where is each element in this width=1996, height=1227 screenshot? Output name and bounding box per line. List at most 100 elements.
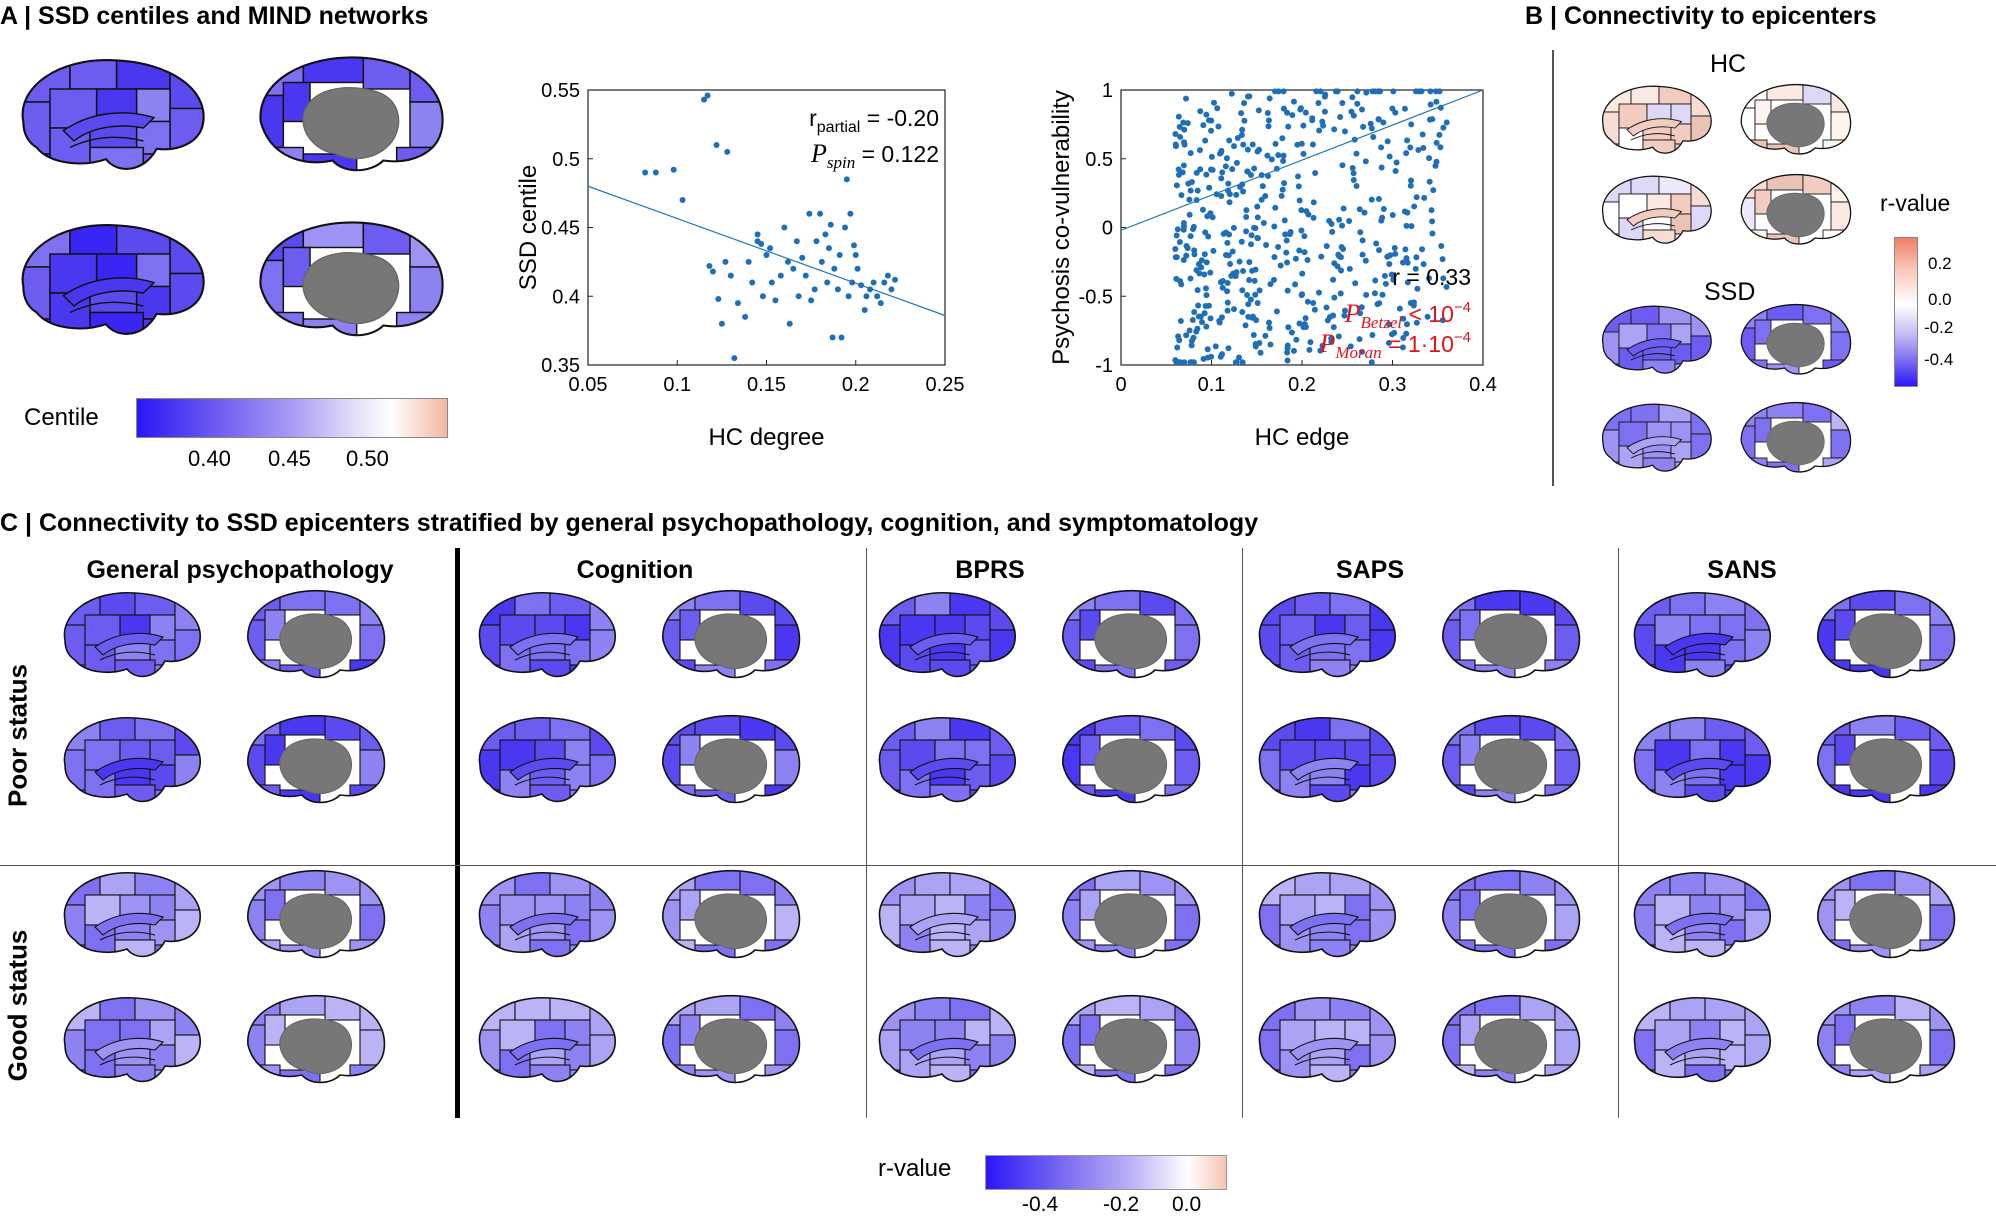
panel-b-title: B | Connectivity to epicenters	[1525, 2, 1877, 30]
scatter1-ytick: 0.55	[541, 80, 580, 102]
scatter1-point	[722, 258, 729, 265]
scatter2-point	[1190, 359, 1197, 366]
scatter2-point	[1403, 321, 1410, 328]
scatter2-point	[1331, 294, 1338, 301]
scatter1-point	[642, 169, 649, 176]
scatter2-point	[1404, 279, 1411, 286]
scatter2-point	[1427, 88, 1434, 95]
scatter2-point	[1208, 127, 1215, 134]
scatter2-point	[1224, 307, 1231, 314]
scatter2-point	[1266, 324, 1273, 331]
scatter2-point	[1373, 240, 1380, 247]
scatter2-point	[1304, 298, 1311, 305]
scatter1-ytick: 0.35	[541, 355, 580, 377]
scatter2-point	[1238, 238, 1245, 245]
scatter2-point	[1298, 207, 1305, 214]
scatter2-point	[1288, 329, 1295, 336]
scatter2-point	[1237, 183, 1244, 190]
scatter2-point	[1424, 313, 1431, 320]
scatter2-point	[1399, 344, 1406, 351]
scatter2-point	[1225, 180, 1232, 187]
scatter2-point	[1233, 269, 1240, 276]
scatter2-point	[1225, 345, 1232, 352]
scatter2-xtick: 0.2	[1288, 374, 1316, 396]
scatter2-point	[1189, 317, 1196, 324]
scatter2-point	[1368, 359, 1375, 366]
scatter2-point	[1187, 150, 1194, 157]
scatter2-point	[1224, 239, 1231, 246]
scatter1-point	[784, 258, 791, 265]
scatter2-point	[1238, 110, 1245, 117]
brain-c-0-0-3	[63, 717, 201, 803]
scatter1-point	[877, 300, 884, 307]
scatter2-point	[1413, 194, 1420, 201]
scatter2-point	[1257, 349, 1264, 356]
scatter2-point	[1299, 270, 1306, 277]
scatter2-point	[1433, 88, 1440, 95]
scatter2-point	[1252, 341, 1259, 348]
scatter1-point	[874, 293, 881, 300]
scatter1-point	[713, 142, 720, 148]
divider-col-4	[1618, 548, 1619, 1118]
brain-c-2-1-2	[1062, 869, 1201, 959]
brain-c-0-0-4	[247, 714, 386, 804]
scatter2-point	[1359, 251, 1366, 258]
scatter2-point	[1353, 183, 1360, 190]
scatter2-point	[1350, 177, 1357, 184]
scatter2-point	[1180, 257, 1187, 264]
scatter2-point	[1378, 144, 1385, 151]
scatter2-xtick: 0.4	[1469, 374, 1497, 396]
scatter2-point	[1313, 88, 1320, 95]
scatter1-point	[718, 320, 725, 327]
scatter2-point	[1300, 122, 1307, 129]
brain-c-3-0-1	[1258, 592, 1396, 678]
scatter2-point	[1187, 233, 1194, 240]
scatter2-point	[1358, 106, 1365, 113]
scatter2-point	[1271, 253, 1278, 260]
scatter1-point	[701, 96, 708, 103]
scatter2-point	[1218, 147, 1225, 154]
scatter2-point	[1412, 265, 1419, 272]
scatter1-point	[731, 355, 738, 362]
scatter2-point	[1183, 242, 1190, 249]
scatter2-point	[1384, 138, 1391, 145]
brain-b-hc-1	[1601, 85, 1712, 154]
scatter2-point	[1407, 299, 1414, 306]
brain-c-2-1-3	[878, 997, 1016, 1083]
scatter2-point	[1223, 229, 1230, 236]
scatter2-point	[1320, 122, 1327, 129]
scatter2-point	[1322, 91, 1329, 98]
scatter2-point	[1354, 88, 1361, 95]
scatter2-ytick: 0	[1102, 218, 1113, 240]
panel-c-colorbar	[985, 1155, 1227, 1190]
brain-c-0-1-1	[63, 872, 201, 958]
scatter2-point	[1321, 108, 1328, 115]
scatter1-point	[679, 197, 686, 203]
scatter2-point	[1292, 255, 1299, 262]
scatter2-point	[1219, 284, 1226, 291]
scatter2-point	[1362, 257, 1369, 264]
scatter2-point	[1201, 310, 1208, 317]
scatter2-point	[1228, 272, 1235, 279]
scatter2-point	[1433, 139, 1440, 146]
scatter2-point	[1203, 323, 1210, 330]
scatter2-point	[1317, 347, 1324, 354]
scatter2-point	[1225, 252, 1232, 259]
scatter2-point	[1404, 209, 1411, 216]
scatter2-point	[1244, 93, 1251, 100]
scatter2-point	[1241, 117, 1248, 124]
scatter2-point	[1403, 222, 1410, 229]
scatter2-point	[1283, 237, 1290, 244]
scatter1-fit-line	[587, 185, 946, 317]
scatter2-point	[1289, 112, 1296, 119]
scatter2-point	[1413, 254, 1420, 261]
scatter2-point	[1390, 88, 1397, 95]
panel-b-tick-3: -0.4	[1924, 350, 1954, 369]
scatter2-point	[1372, 277, 1379, 284]
scatter2-point	[1340, 205, 1347, 212]
scatter2-xtick: 0.3	[1379, 374, 1407, 396]
scatter2-point	[1214, 105, 1221, 112]
scatter2-point	[1191, 309, 1198, 316]
centile-colorbar	[136, 398, 448, 438]
brain-c-3-0-4	[1442, 714, 1581, 804]
